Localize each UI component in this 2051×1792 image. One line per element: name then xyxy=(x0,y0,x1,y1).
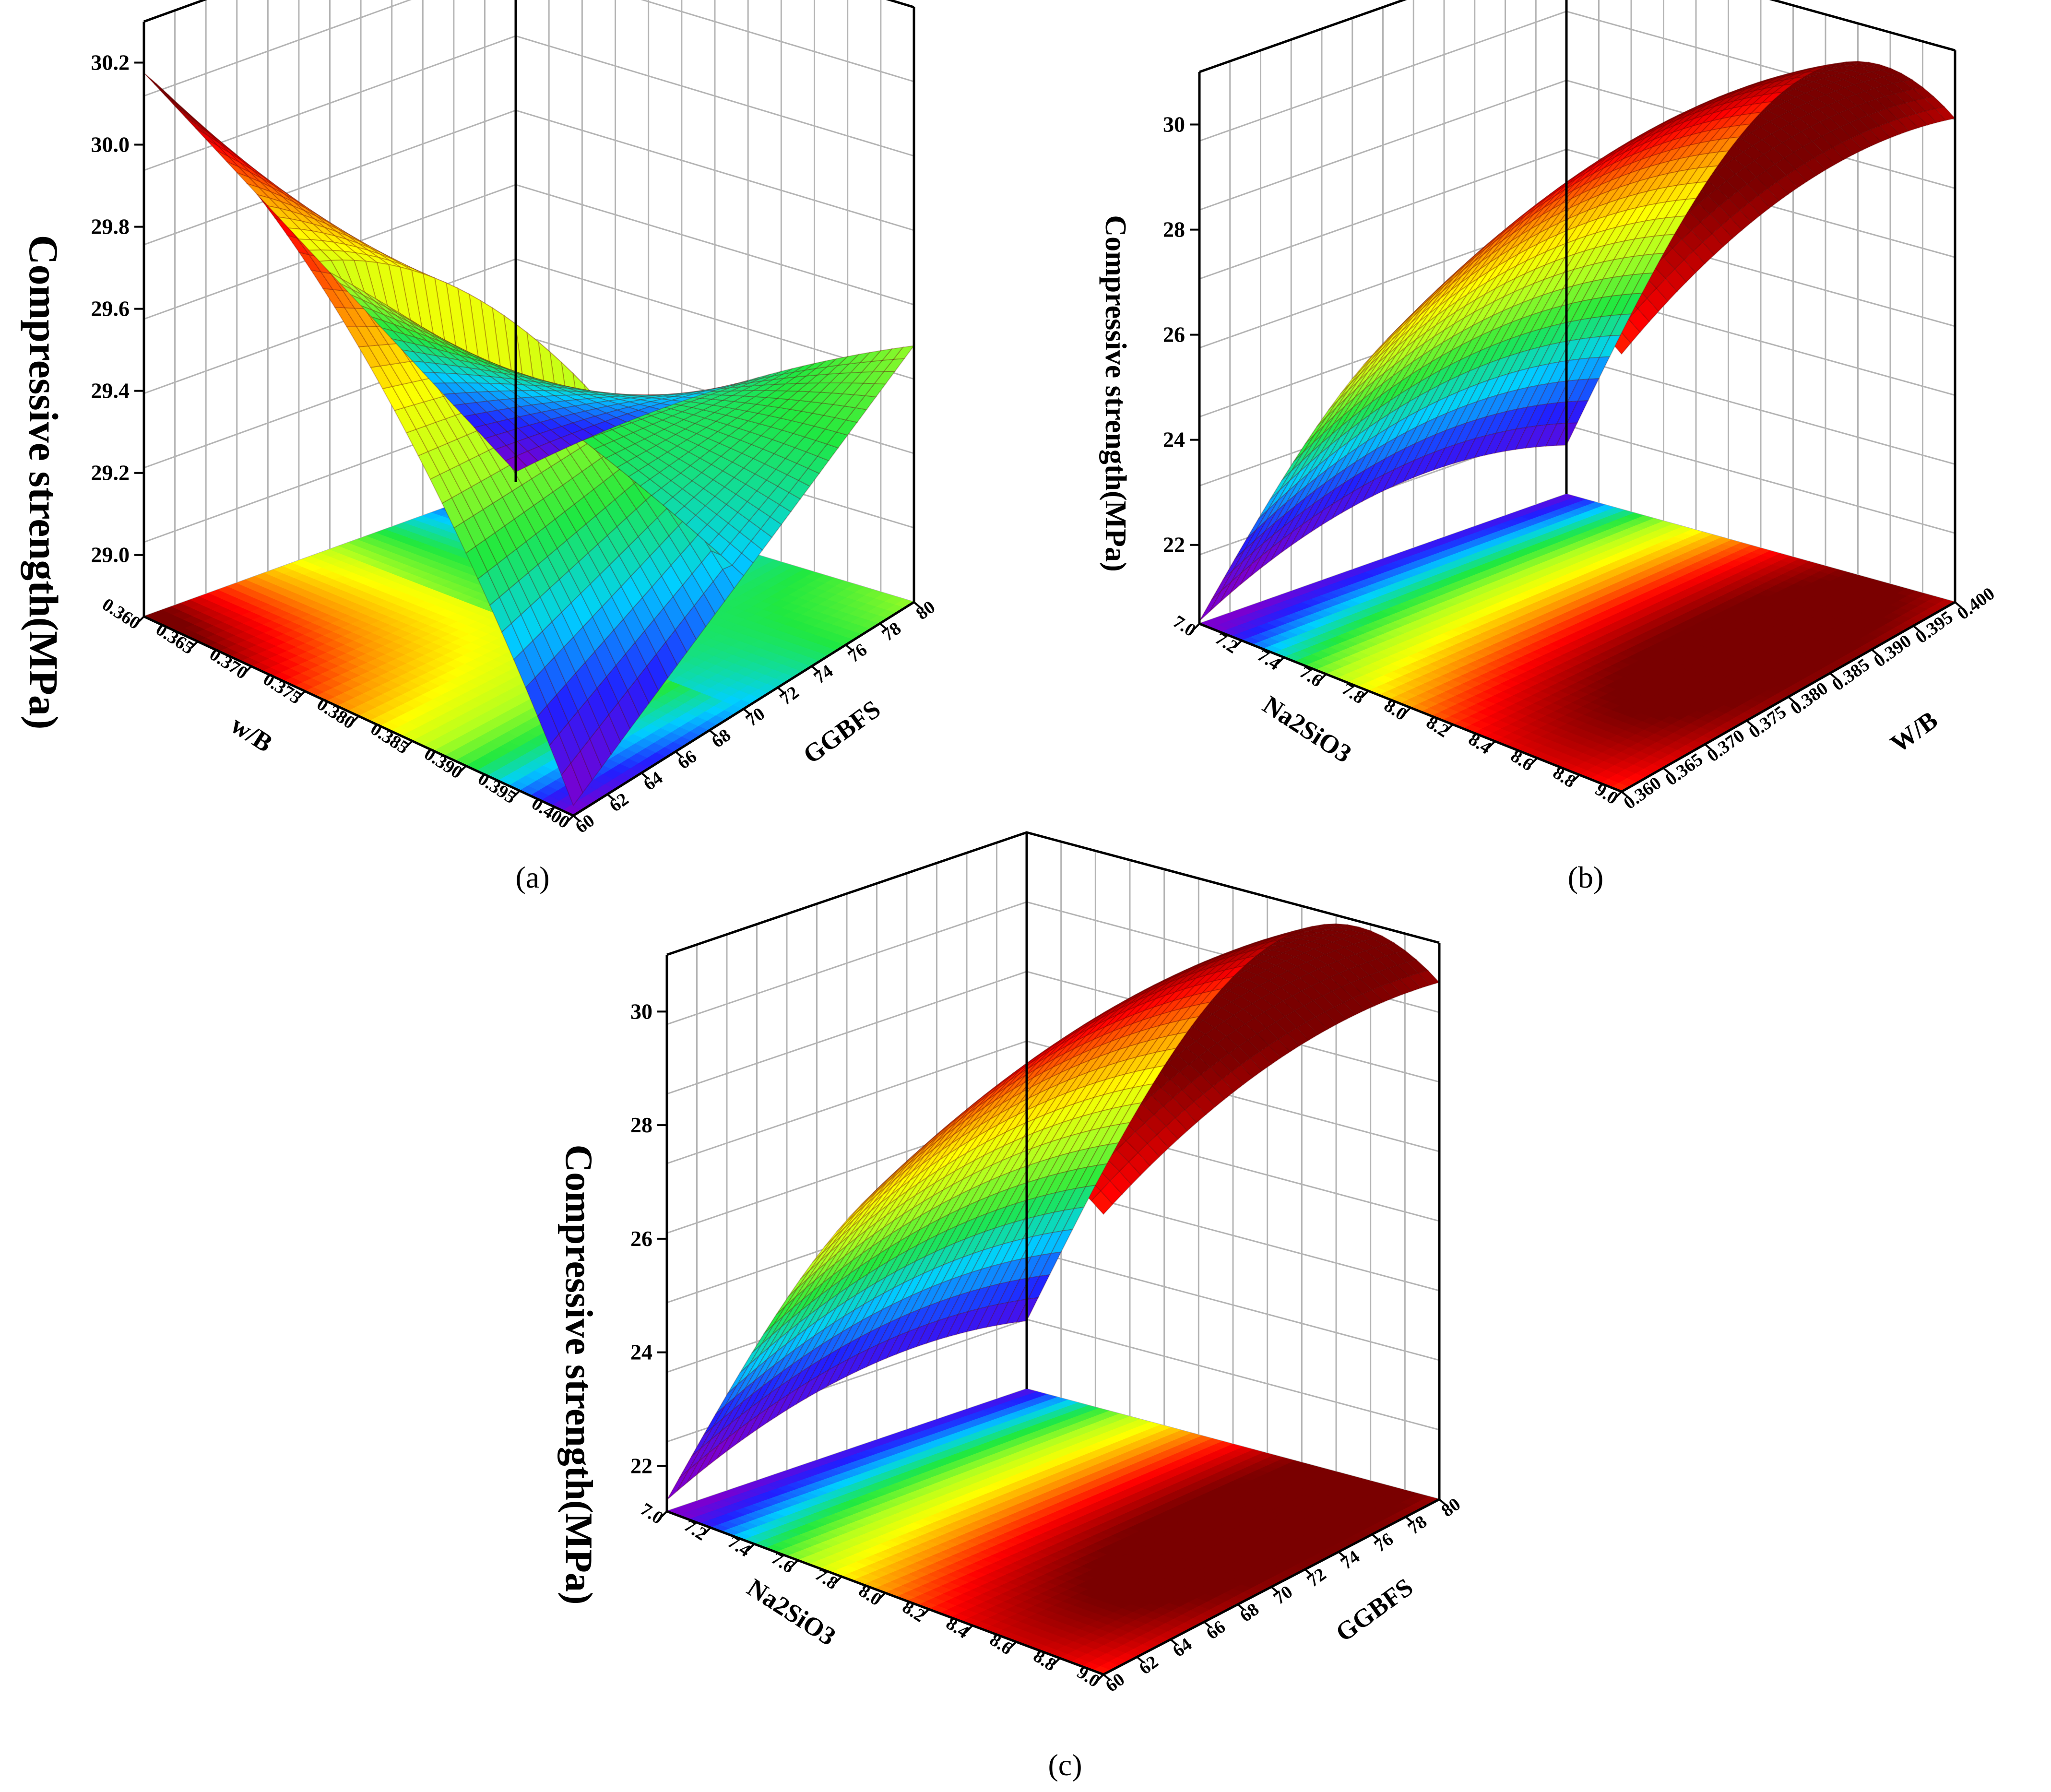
panel-a: 29.029.229.429.629.830.030.20.3600.3650.… xyxy=(21,0,939,894)
gridline-horizontal xyxy=(143,0,914,97)
gridline-horizontal xyxy=(143,184,914,320)
panel-a-caption: (a) xyxy=(515,860,549,894)
gridline-horizontal xyxy=(1199,0,1956,73)
z-tick-label: 29.8 xyxy=(91,214,130,239)
panel-a-x-axis-label: w/B xyxy=(226,710,278,758)
gridline-horizontal xyxy=(143,0,914,23)
y-tick-label: 80 xyxy=(913,597,939,624)
panel-b: 22242628307.07.27.47.67.88.08.28.48.68.8… xyxy=(1099,0,1998,894)
z-tick-label: 29.6 xyxy=(91,297,130,321)
z-tick-label: 29.0 xyxy=(91,543,130,567)
gridline-horizontal xyxy=(143,35,914,171)
x-tick-label: 0.360 xyxy=(98,594,144,634)
frame-top xyxy=(143,0,914,23)
panel-a-z-axis-label: Compressive strength(MPa) xyxy=(21,235,67,729)
z-tick-label: 30.2 xyxy=(91,50,130,75)
z-tick-label: 29.4 xyxy=(91,379,130,403)
z-tick-label: 30.0 xyxy=(91,132,130,157)
z-tick-label: 29.2 xyxy=(91,461,130,485)
surface-cell xyxy=(174,106,198,126)
panel-a-y-axis-label: GGBFS xyxy=(798,694,886,769)
